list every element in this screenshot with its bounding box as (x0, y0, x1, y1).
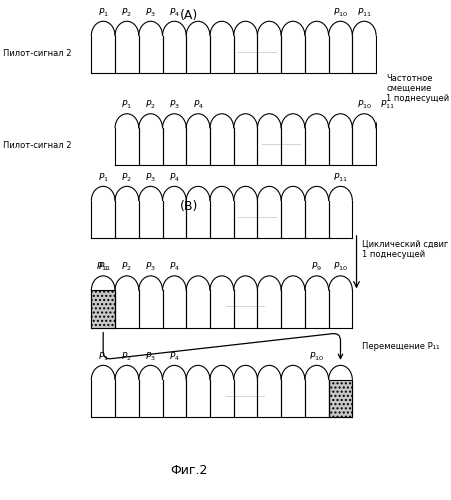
Text: Циклический сдвиг
1 поднесущей: Циклический сдвиг 1 поднесущей (362, 240, 449, 259)
Text: $\mathit{P_{11}}$: $\mathit{P_{11}}$ (96, 261, 110, 274)
Text: (В): (В) (179, 200, 198, 213)
Text: $\mathit{P_1}$: $\mathit{P_1}$ (121, 98, 133, 111)
Text: $\mathit{P_2}$: $\mathit{P_2}$ (145, 98, 156, 111)
Text: $\mathit{P_{11}}$: $\mathit{P_{11}}$ (333, 172, 348, 184)
Text: ····················: ···················· (237, 215, 277, 220)
Text: $\mathit{P_3}$: $\mathit{P_3}$ (169, 98, 180, 111)
Text: $\mathit{}$: $\mathit{}$ (340, 354, 341, 363)
Text: $\mathit{P_{10}}$: $\mathit{P_{10}}$ (333, 6, 348, 18)
Text: $\mathit{P_4}$: $\mathit{P_4}$ (193, 98, 204, 111)
Text: $\mathit{P_3}$: $\mathit{P_3}$ (145, 6, 156, 18)
Text: $\mathit{P_2}$: $\mathit{P_2}$ (121, 6, 132, 18)
Text: Фиг.2: Фиг.2 (170, 464, 207, 477)
Text: ····················: ···················· (237, 50, 277, 55)
Text: $\mathit{P_1}$: $\mathit{P_1}$ (98, 261, 109, 274)
Text: $\mathit{P_{11}}$: $\mathit{P_{11}}$ (381, 98, 396, 111)
Text: ····················: ···················· (226, 304, 266, 310)
Text: $\mathit{P_2}$: $\mathit{P_2}$ (121, 172, 132, 184)
Text: ····················: ···················· (226, 394, 266, 399)
Bar (91, 290, 115, 328)
Text: $\mathit{P_{10}}$: $\mathit{P_{10}}$ (333, 261, 348, 274)
Text: $\mathit{P_3}$: $\mathit{P_3}$ (145, 261, 156, 274)
Text: Пилот-сигнал 2: Пилот-сигнал 2 (3, 49, 72, 58)
Text: $\mathit{P_2}$: $\mathit{P_2}$ (121, 261, 132, 274)
Text: $\mathit{P_{10}}$: $\mathit{P_{10}}$ (357, 98, 372, 111)
Bar (329, 380, 352, 417)
Text: Частотное
смещение
1 поднесущей: Частотное смещение 1 поднесущей (386, 74, 449, 104)
Text: $\mathit{P_2}$: $\mathit{P_2}$ (121, 350, 132, 363)
Text: Перемещение P₁₁: Перемещение P₁₁ (362, 342, 440, 351)
Text: $\mathit{P_4}$: $\mathit{P_4}$ (169, 172, 180, 184)
FancyArrowPatch shape (103, 332, 343, 358)
Text: $\mathit{P_4}$: $\mathit{P_4}$ (169, 261, 180, 274)
Text: $\mathit{P_3}$: $\mathit{P_3}$ (145, 172, 156, 184)
Text: $\mathit{P_4}$: $\mathit{P_4}$ (169, 350, 180, 363)
Text: $\mathit{P_1}$: $\mathit{P_1}$ (98, 350, 109, 363)
Text: $\mathit{P_9}$: $\mathit{P_9}$ (311, 261, 322, 274)
Text: Пилот-сигнал 2: Пилот-сигнал 2 (3, 142, 72, 150)
Text: ····················: ···················· (261, 142, 301, 148)
Text: $\mathit{P_{11}}$: $\mathit{P_{11}}$ (357, 6, 372, 18)
Text: $\mathit{P_1}$: $\mathit{P_1}$ (98, 6, 109, 18)
Text: $\mathit{P_{10}}$: $\mathit{P_{10}}$ (309, 350, 324, 363)
Text: $\mathit{P_4}$: $\mathit{P_4}$ (169, 6, 180, 18)
Text: $\mathit{P_1}$: $\mathit{P_1}$ (98, 172, 109, 184)
Text: $\mathit{P_3}$: $\mathit{P_3}$ (145, 350, 156, 363)
Text: (А): (А) (179, 10, 198, 22)
